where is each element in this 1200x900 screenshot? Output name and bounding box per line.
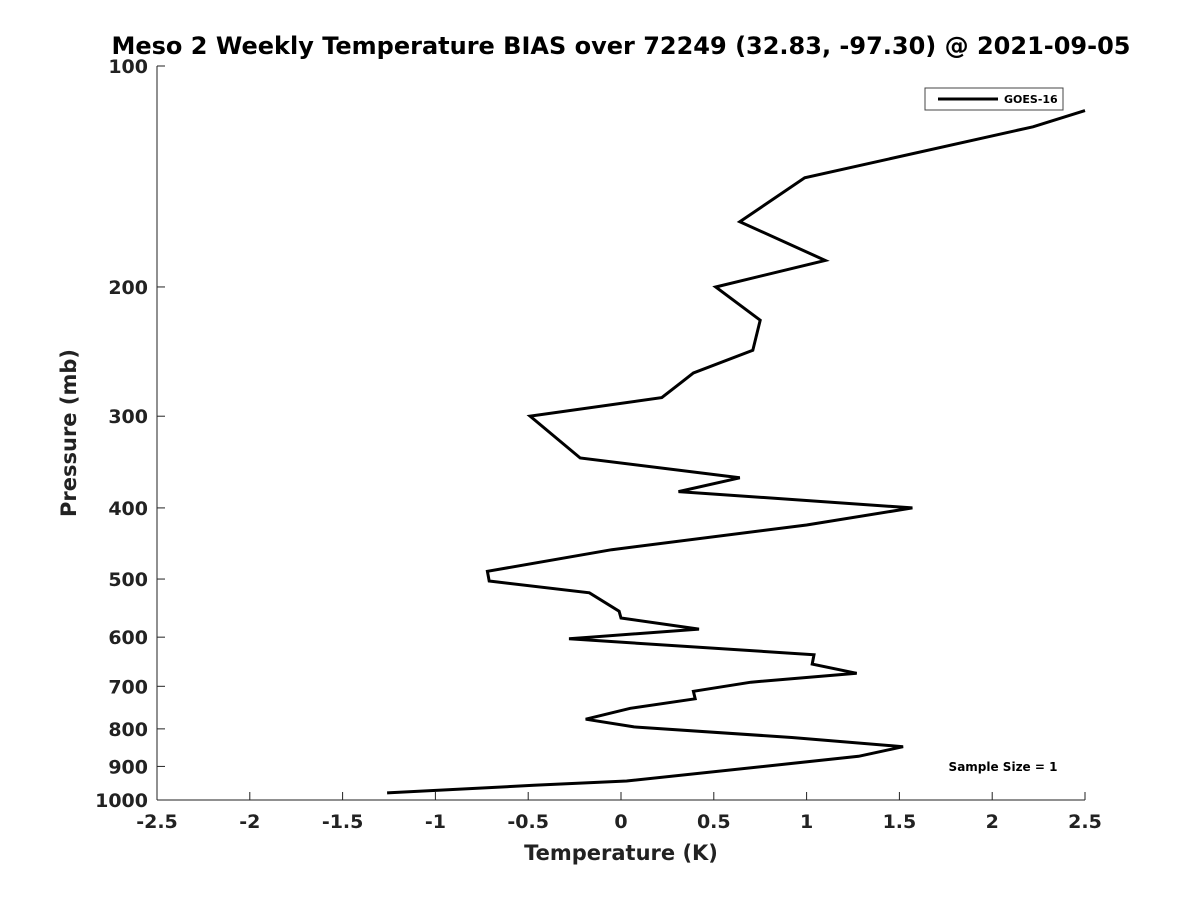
x-tick-label: -1 (425, 811, 446, 833)
x-tick-label: 2 (986, 811, 999, 833)
y-tick-label: 400 (108, 498, 148, 520)
x-tick-label: 1.5 (883, 811, 917, 833)
legend: GOES-16 (924, 87, 1064, 111)
legend-label-goes-16: GOES-16 (1004, 93, 1058, 106)
x-tick-label: 0.5 (697, 811, 731, 833)
x-ticks: -2.5 -2 -1.5 -1 -0.5 0 0.5 1 1.5 2 2.5 (136, 792, 1102, 833)
y-tick-label: 700 (108, 676, 148, 698)
y-tick-label: 300 (108, 406, 148, 428)
x-tick-label: 0 (614, 811, 627, 833)
y-tick-label: 1000 (95, 790, 148, 812)
series-line-goes-16 (387, 109, 1086, 795)
y-tick-label: 900 (108, 756, 148, 778)
y-tick-label: 800 (108, 719, 148, 741)
chart-title: Meso 2 Weekly Temperature BIAS over 7224… (111, 32, 1130, 60)
x-tick-label: -1.5 (322, 811, 364, 833)
x-tick-label: -0.5 (507, 811, 549, 833)
x-tick-label: -2.5 (136, 811, 178, 833)
y-axis-label: Pressure (mb) (57, 349, 81, 517)
sample-size-annotation: Sample Size = 1 (949, 760, 1058, 774)
series-layer (387, 109, 1086, 795)
axes (156, 66, 1085, 801)
x-tick-label: 1 (800, 811, 813, 833)
x-tick-label: 2.5 (1068, 811, 1102, 833)
y-tick-label: 100 (108, 56, 148, 78)
x-axis-label: Temperature (K) (524, 841, 718, 865)
x-tick-label: -2 (239, 811, 260, 833)
y-ticks: 100 200 300 400 500 600 700 800 900 1000 (95, 56, 165, 812)
y-tick-label: 200 (108, 277, 148, 299)
y-tick-label: 500 (108, 569, 148, 591)
y-tick-label: 600 (108, 627, 148, 649)
